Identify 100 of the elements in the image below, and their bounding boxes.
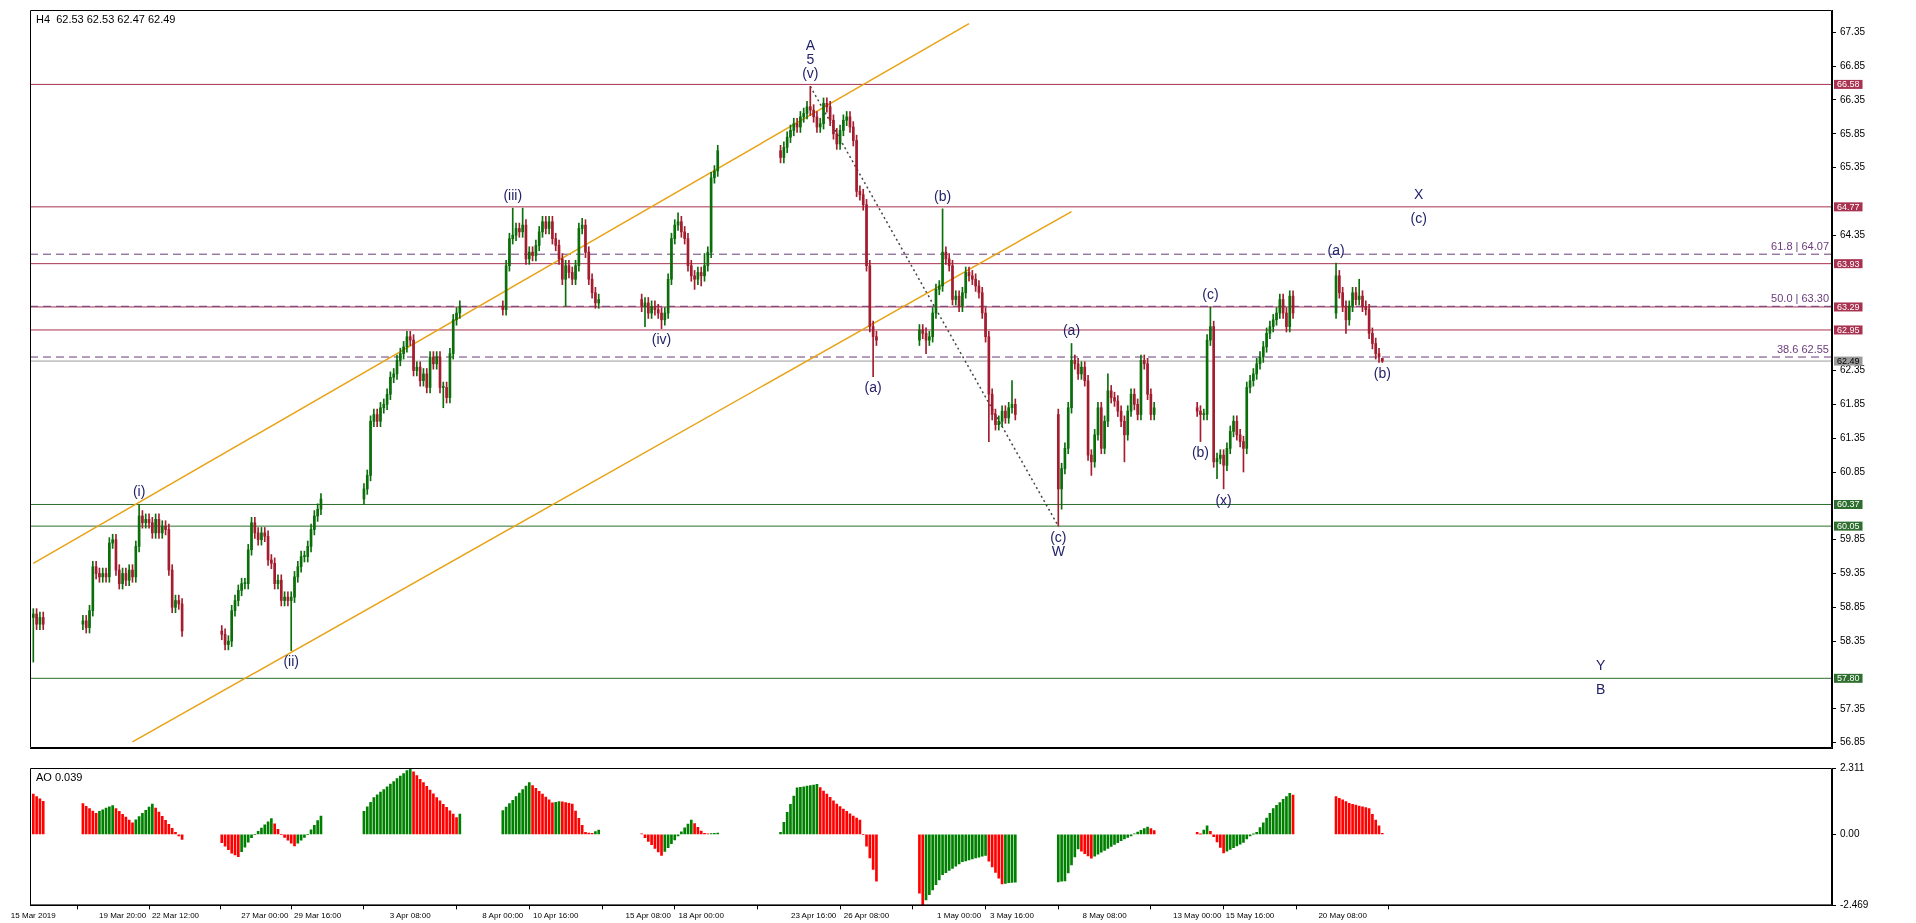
- bar: [141, 813, 144, 835]
- bar: [1275, 805, 1278, 835]
- ref-line-label: 60.37: [1837, 499, 1860, 510]
- ref-line-label: 62.49: [1837, 356, 1860, 367]
- candlestick: [941, 208, 944, 292]
- bar: [240, 834, 243, 853]
- bar: [561, 801, 564, 835]
- bar: [1202, 829, 1206, 835]
- bar: [984, 834, 987, 856]
- bar: [812, 784, 815, 835]
- bar: [683, 827, 686, 835]
- bar: [88, 808, 91, 835]
- candlestick: [260, 527, 263, 546]
- candlestick: [154, 513, 157, 539]
- candlestick: [174, 594, 177, 614]
- y-tick-label: 66.35: [1840, 93, 1866, 105]
- chart-title: AO 0.039: [36, 770, 83, 783]
- bar: [432, 793, 435, 835]
- bar: [160, 815, 164, 835]
- ref-line-label: 64.77: [1837, 201, 1860, 212]
- ref-line-label: 62.95: [1837, 324, 1860, 335]
- y-tick-label: 58.35: [1840, 634, 1866, 646]
- candlestick: [141, 510, 144, 529]
- bar: [1261, 822, 1265, 835]
- y-tick-label: 59.35: [1840, 567, 1866, 579]
- annotation: 5: [806, 51, 815, 68]
- x-tick-label: 15 May 16:00: [1225, 911, 1275, 921]
- candlestick: [822, 97, 825, 130]
- x-tick-label: 10 Apr 16:00: [533, 911, 579, 921]
- annotation: (iv): [651, 331, 672, 348]
- annotation: (c): [1202, 285, 1219, 302]
- y-tick-label: 67.35: [1840, 26, 1866, 38]
- annotation: A: [805, 37, 816, 54]
- x-tick-label: 3 Apr 08:00: [389, 911, 432, 921]
- y-tick-label: -2.469: [1840, 899, 1869, 911]
- bar: [921, 834, 925, 906]
- bar: [260, 827, 263, 835]
- ref-line-label: 63.93: [1837, 258, 1860, 269]
- ref-line-label: 38.6 62.55: [1777, 342, 1829, 355]
- ref-line-label: 57.80: [1837, 673, 1860, 684]
- candlestick: [283, 591, 286, 607]
- bar: [1232, 834, 1235, 848]
- y-tick-label: 65.85: [1840, 127, 1866, 139]
- bar: [1113, 834, 1116, 845]
- ref-line-label: 66.58: [1837, 79, 1860, 90]
- bar: [541, 793, 544, 835]
- candlestick: [779, 144, 782, 164]
- bar: [974, 834, 977, 859]
- bar: [518, 792, 521, 835]
- ref-line-label: 50.0 | 63.30: [1771, 291, 1829, 304]
- bar: [174, 832, 177, 835]
- y-tick-label: 61.35: [1840, 431, 1866, 443]
- bar: [699, 830, 703, 835]
- annotation: (a): [864, 379, 882, 396]
- ref-line-label: 61.8 | 64.07: [1771, 239, 1829, 252]
- x-tick-label: 29 Mar 16:00: [294, 911, 342, 921]
- bar: [1004, 834, 1007, 884]
- bar: [951, 834, 954, 869]
- bar: [283, 834, 286, 838]
- candlestick: [918, 324, 921, 346]
- ref-line-label: 63.29: [1837, 301, 1860, 312]
- candlestick: [108, 537, 111, 583]
- bar: [670, 834, 673, 844]
- x-tick-label: 3 May 16:00: [989, 911, 1035, 921]
- candlestick: [379, 402, 382, 428]
- bar: [365, 806, 369, 835]
- bar: [293, 834, 296, 847]
- bar: [501, 810, 505, 835]
- annotation: (b): [934, 187, 952, 204]
- bar: [656, 834, 660, 853]
- bar: [164, 820, 167, 835]
- bar: [111, 805, 114, 835]
- bar: [31, 793, 35, 835]
- x-tick-label: 27 Mar 00:00: [241, 911, 289, 921]
- annotation: (a): [1062, 322, 1081, 339]
- candlestick: [660, 307, 663, 329]
- bar: [412, 771, 415, 835]
- bar: [379, 791, 382, 835]
- bar: [154, 807, 157, 835]
- bar: [316, 820, 319, 835]
- bar: [246, 834, 250, 843]
- bar: [303, 834, 306, 838]
- annotation: Y: [1595, 657, 1606, 674]
- bar: [1056, 834, 1060, 883]
- x-tick-label: 23 Apr 16:00: [790, 911, 837, 921]
- bar: [1123, 834, 1126, 840]
- bar: [98, 811, 101, 835]
- bar: [151, 803, 154, 835]
- candlestick: [1199, 405, 1202, 442]
- bar: [551, 802, 554, 835]
- bar: [508, 803, 511, 835]
- bar: [1341, 799, 1344, 835]
- bar: [832, 800, 835, 835]
- y-tick-label: 60.85: [1840, 465, 1866, 477]
- bar: [455, 817, 458, 835]
- bar: [650, 834, 653, 846]
- bar: [799, 786, 802, 835]
- bar: [1265, 817, 1268, 835]
- annotation: (i): [132, 483, 146, 500]
- bar: [1338, 797, 1341, 835]
